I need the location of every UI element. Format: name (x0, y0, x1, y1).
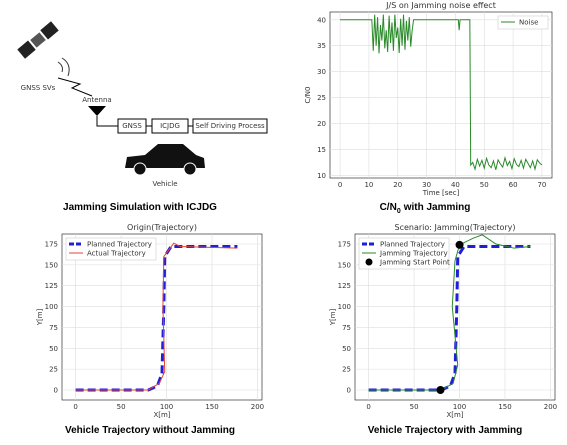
x-tick-label: 30 (422, 181, 431, 189)
y-tick-label: 100 (338, 303, 351, 311)
y-tick-label: 15 (317, 146, 326, 154)
car-wheel (184, 163, 196, 175)
x-tick-label: 150 (498, 403, 511, 411)
car-wheel (134, 163, 146, 175)
y-axis-label: Y[m] (36, 308, 44, 326)
chart-title: Scenario: Jamming(Trajectory) (395, 223, 516, 232)
caption-part: 0 (397, 208, 401, 215)
caption: Jamming Simulation with ICJDG (63, 202, 217, 213)
box-label: GNSS (122, 122, 142, 130)
x-axis-label: Time [sec] (422, 189, 460, 197)
y-axis-label: Y[m] (329, 308, 337, 326)
x-tick-label: 0 (338, 181, 342, 189)
x-tick-label: 50 (410, 403, 419, 411)
box-label: Self Driving Process (195, 122, 265, 130)
plot-area (330, 12, 552, 178)
x-tick-label: 20 (393, 181, 402, 189)
x-tick-label: 0 (73, 403, 77, 411)
satellite-icon (17, 21, 58, 58)
y-tick-label: 50 (49, 345, 58, 353)
figure: GNSS SVs Antenna GNSS ICJDG Self Driving… (0, 0, 567, 441)
y-tick-label: 25 (342, 366, 351, 374)
x-tick-label: 150 (205, 403, 218, 411)
y-tick-label: 150 (338, 261, 351, 269)
x-axis-label: X[m] (446, 411, 463, 419)
legend-label: Jamming Trajectory (379, 250, 448, 258)
vehicle-label: Vehicle (152, 180, 177, 188)
chart-title: J/S on Jamming noise effect (385, 1, 496, 10)
marker (436, 386, 444, 394)
legend-label: Actual Trajectory (87, 250, 146, 258)
x-tick-label: 60 (509, 181, 518, 189)
y-tick-label: 150 (45, 261, 58, 269)
y-tick-label: 0 (54, 386, 58, 394)
y-tick-label: 75 (49, 324, 58, 332)
x-tick-label: 50 (117, 403, 126, 411)
x-tick-label: 200 (544, 403, 557, 411)
box-label: ICJDG (160, 122, 180, 130)
connector (97, 116, 118, 126)
caption: Vehicle Trajectory with Jamming (368, 425, 523, 436)
antenna-label: Antenna (82, 96, 111, 104)
x-tick-label: 10 (364, 181, 373, 189)
y-tick-label: 30 (317, 68, 326, 76)
diagram: GNSS SVs Antenna GNSS ICJDG Self Driving… (17, 21, 267, 213)
x-axis-label: X[m] (153, 411, 170, 419)
x-tick-label: 70 (537, 181, 546, 189)
legend-label: Jamming Start Point (379, 259, 450, 267)
legend-label: Planned Trajectory (380, 241, 445, 249)
x-tick-label: 40 (451, 181, 460, 189)
y-axis-label: C/N0 (304, 87, 312, 104)
satellite-label: GNSS SVs (21, 84, 56, 92)
legend-label: Planned Trajectory (87, 241, 152, 249)
x-tick-label: 200 (251, 403, 264, 411)
y-tick-label: 125 (338, 282, 351, 290)
x-tick-label: 100 (160, 403, 173, 411)
y-tick-label: 25 (317, 94, 326, 102)
y-tick-label: 40 (317, 16, 326, 24)
y-tick-label: 100 (45, 303, 58, 311)
x-tick-label: 0 (366, 403, 370, 411)
y-tick-label: 35 (317, 42, 326, 50)
y-tick-label: 175 (45, 241, 58, 249)
signal-arrow (58, 78, 92, 96)
y-tick-label: 125 (45, 282, 58, 290)
chart-title: Origin(Trajectory) (127, 223, 197, 232)
y-tick-label: 175 (338, 241, 351, 249)
y-tick-label: 20 (317, 120, 326, 128)
y-tick-label: 25 (49, 366, 58, 374)
x-tick-label: 50 (480, 181, 489, 189)
caption-part: with Jamming (403, 202, 471, 213)
caption-part: C/N (380, 202, 397, 213)
y-tick-label: 10 (317, 172, 326, 180)
antenna-icon (88, 106, 106, 116)
y-tick-label: 50 (342, 345, 351, 353)
marker (456, 241, 464, 249)
legend-label: Noise (519, 19, 538, 27)
x-tick-label: 100 (453, 403, 466, 411)
signal-waves (58, 58, 69, 76)
y-tick-label: 0 (347, 386, 351, 394)
legend-swatch (366, 259, 373, 266)
caption: Vehicle Trajectory without Jamming (65, 425, 235, 436)
y-tick-label: 75 (342, 324, 351, 332)
